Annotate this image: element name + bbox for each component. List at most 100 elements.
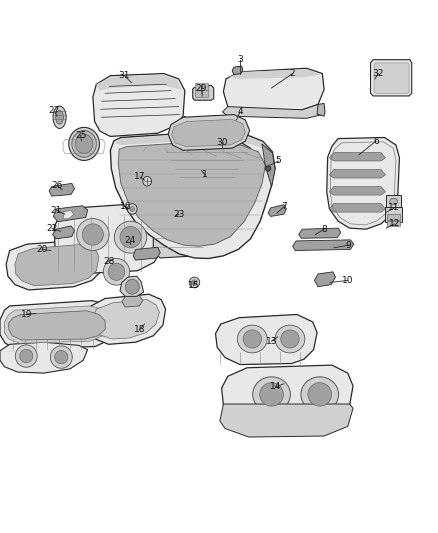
Polygon shape bbox=[168, 115, 250, 150]
Polygon shape bbox=[92, 300, 159, 339]
Ellipse shape bbox=[189, 277, 200, 288]
Polygon shape bbox=[222, 365, 353, 425]
Ellipse shape bbox=[56, 110, 64, 124]
Text: 8: 8 bbox=[321, 225, 327, 233]
Text: 25: 25 bbox=[75, 131, 86, 140]
Ellipse shape bbox=[390, 198, 398, 205]
Polygon shape bbox=[299, 228, 341, 238]
Ellipse shape bbox=[125, 279, 139, 294]
Text: 26: 26 bbox=[51, 181, 63, 190]
Polygon shape bbox=[220, 404, 353, 437]
Text: 30: 30 bbox=[216, 139, 227, 147]
Polygon shape bbox=[172, 119, 245, 147]
Bar bbox=[202, 90, 208, 97]
Text: 24: 24 bbox=[124, 237, 135, 245]
Text: 9: 9 bbox=[346, 241, 352, 249]
Polygon shape bbox=[0, 342, 88, 373]
Polygon shape bbox=[114, 134, 271, 152]
Ellipse shape bbox=[77, 219, 109, 251]
Ellipse shape bbox=[281, 330, 299, 348]
Polygon shape bbox=[262, 144, 275, 187]
Polygon shape bbox=[161, 141, 252, 189]
Text: 27: 27 bbox=[49, 107, 60, 115]
Ellipse shape bbox=[130, 207, 134, 212]
Ellipse shape bbox=[260, 383, 283, 406]
Polygon shape bbox=[53, 226, 74, 239]
Text: 12: 12 bbox=[389, 220, 400, 228]
Polygon shape bbox=[223, 104, 324, 118]
Polygon shape bbox=[329, 152, 385, 161]
Text: 2: 2 bbox=[290, 69, 295, 78]
Polygon shape bbox=[329, 204, 385, 212]
Bar bbox=[386, 195, 401, 207]
Bar bbox=[387, 221, 400, 226]
Ellipse shape bbox=[308, 383, 332, 406]
Text: 15: 15 bbox=[188, 281, 199, 290]
Bar bbox=[195, 90, 201, 97]
Polygon shape bbox=[374, 63, 409, 93]
Ellipse shape bbox=[69, 127, 99, 160]
Ellipse shape bbox=[108, 263, 125, 280]
Ellipse shape bbox=[50, 346, 72, 368]
Polygon shape bbox=[232, 66, 243, 75]
Ellipse shape bbox=[243, 330, 261, 348]
Bar bbox=[387, 214, 400, 220]
Polygon shape bbox=[327, 138, 399, 229]
Ellipse shape bbox=[103, 259, 130, 285]
Polygon shape bbox=[53, 206, 88, 222]
Text: 6: 6 bbox=[373, 137, 379, 146]
Text: 4: 4 bbox=[237, 108, 243, 116]
Text: 16: 16 bbox=[120, 203, 131, 211]
Ellipse shape bbox=[265, 166, 271, 171]
Ellipse shape bbox=[127, 204, 137, 214]
Polygon shape bbox=[6, 240, 104, 290]
Polygon shape bbox=[118, 143, 265, 246]
Text: 31: 31 bbox=[119, 71, 130, 80]
Bar bbox=[195, 83, 201, 90]
Ellipse shape bbox=[253, 377, 290, 412]
Ellipse shape bbox=[72, 131, 96, 157]
Text: 17: 17 bbox=[134, 173, 146, 181]
Text: 5: 5 bbox=[276, 157, 282, 165]
Text: 19: 19 bbox=[21, 310, 32, 319]
Polygon shape bbox=[9, 311, 105, 340]
Text: 11: 11 bbox=[389, 204, 400, 212]
Ellipse shape bbox=[143, 176, 152, 186]
Text: 28: 28 bbox=[103, 257, 114, 265]
Ellipse shape bbox=[114, 221, 147, 253]
Text: 32: 32 bbox=[373, 69, 384, 78]
Polygon shape bbox=[329, 187, 385, 195]
Polygon shape bbox=[54, 204, 161, 274]
Ellipse shape bbox=[120, 227, 141, 248]
Polygon shape bbox=[122, 295, 143, 307]
Ellipse shape bbox=[15, 345, 37, 367]
Ellipse shape bbox=[237, 325, 267, 353]
Polygon shape bbox=[329, 169, 385, 178]
Bar bbox=[202, 83, 208, 90]
Text: 10: 10 bbox=[342, 276, 353, 285]
Polygon shape bbox=[4, 306, 112, 343]
Text: 3: 3 bbox=[237, 55, 243, 64]
Text: 22: 22 bbox=[46, 224, 57, 232]
Polygon shape bbox=[15, 244, 99, 286]
Ellipse shape bbox=[275, 325, 305, 353]
Polygon shape bbox=[87, 294, 166, 344]
Polygon shape bbox=[229, 69, 320, 79]
Text: 20: 20 bbox=[36, 245, 48, 254]
Ellipse shape bbox=[55, 351, 68, 364]
Text: 13: 13 bbox=[266, 337, 277, 345]
Text: 18: 18 bbox=[134, 325, 145, 334]
Polygon shape bbox=[223, 68, 324, 112]
Polygon shape bbox=[314, 272, 336, 287]
Ellipse shape bbox=[82, 224, 103, 245]
Polygon shape bbox=[93, 74, 185, 136]
Polygon shape bbox=[175, 116, 188, 136]
Polygon shape bbox=[110, 132, 275, 259]
Polygon shape bbox=[215, 314, 317, 365]
Text: 7: 7 bbox=[281, 203, 287, 211]
Ellipse shape bbox=[75, 134, 93, 154]
Ellipse shape bbox=[301, 377, 339, 412]
Polygon shape bbox=[133, 247, 160, 260]
Ellipse shape bbox=[20, 350, 33, 362]
Polygon shape bbox=[96, 75, 181, 91]
